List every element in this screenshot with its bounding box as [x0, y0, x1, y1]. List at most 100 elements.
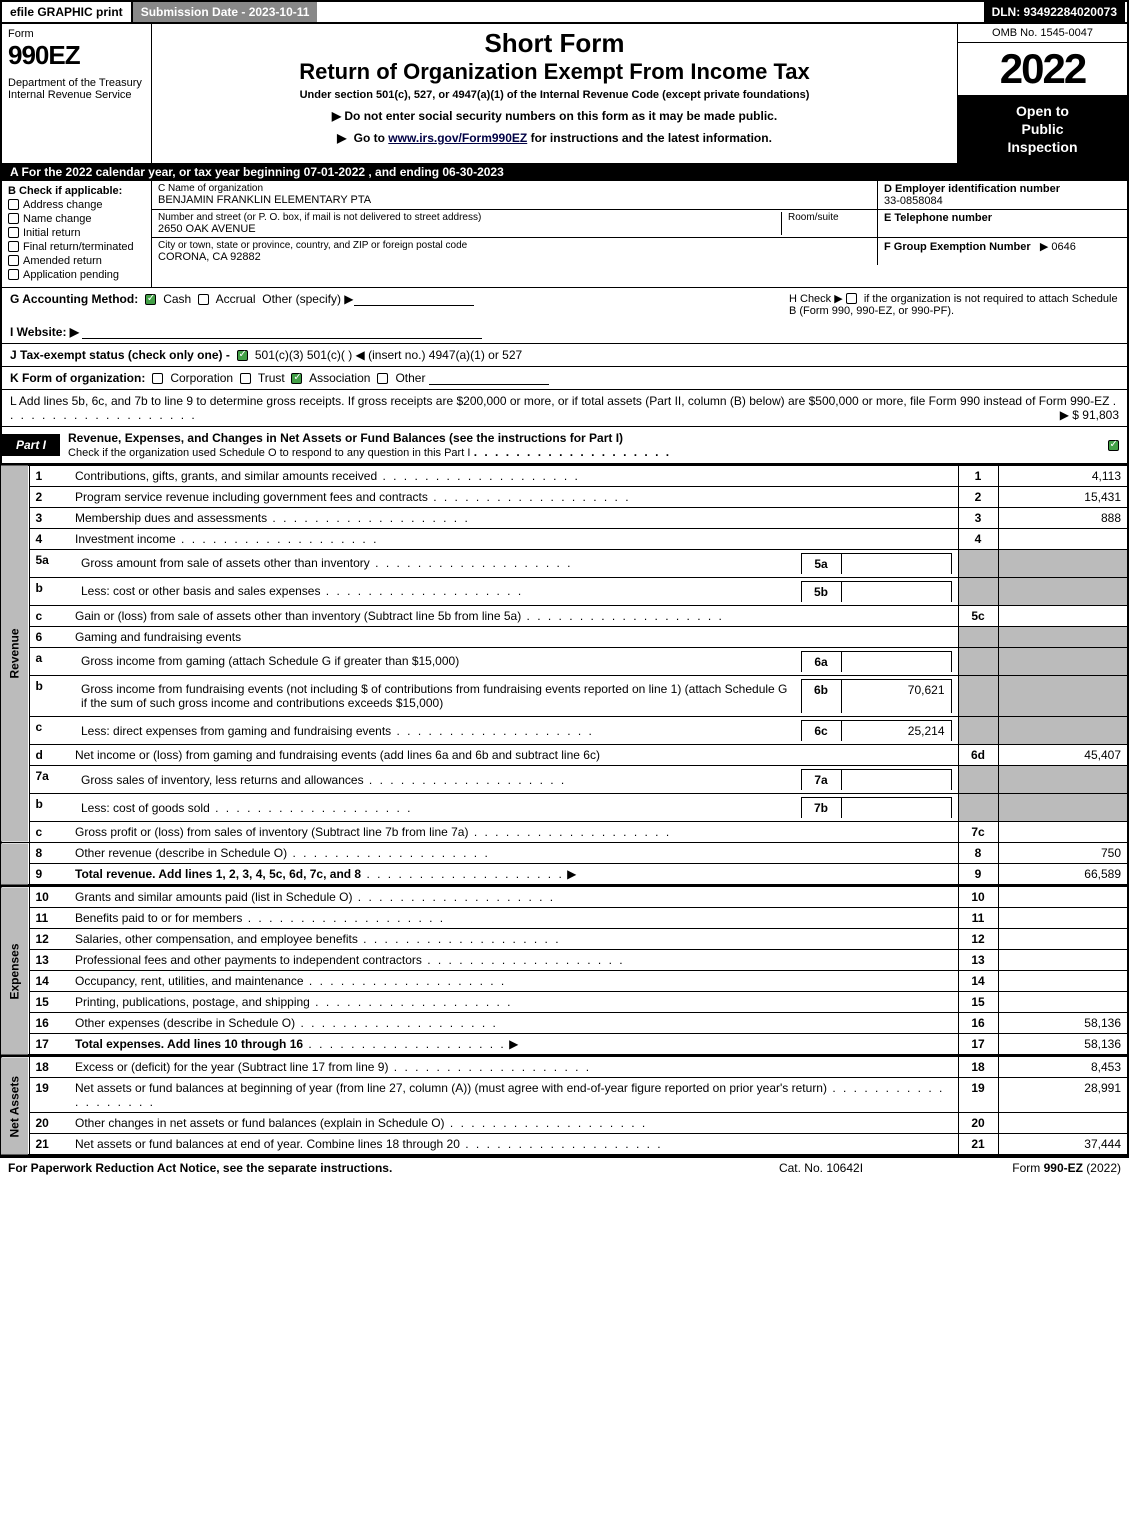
g-label: G Accounting Method:	[10, 292, 138, 306]
return-title: Return of Organization Exempt From Incom…	[162, 59, 947, 85]
ln17-amt: 58,136	[998, 1034, 1128, 1056]
ln7b-text: Less: cost of goods sold	[75, 798, 801, 819]
row-l: L Add lines 5b, 6c, and 7b to line 9 to …	[0, 389, 1129, 426]
ln6c-val: 25,214	[841, 721, 951, 742]
ln6b-val: 70,621	[841, 679, 951, 713]
chk-cash[interactable]	[145, 294, 156, 305]
top-bar: efile GRAPHIC print Submission Date - 20…	[0, 0, 1129, 24]
chk-other-org[interactable]	[377, 373, 388, 384]
ln20-text: Other changes in net assets or fund bala…	[69, 1113, 958, 1134]
chk-association[interactable]	[291, 373, 302, 384]
ln9-amt: 66,589	[998, 864, 1128, 886]
ln12-text: Salaries, other compensation, and employ…	[69, 929, 958, 950]
ln6-text: Gaming and fundraising events	[69, 626, 958, 647]
ln1-amt: 4,113	[998, 465, 1128, 486]
row-i: I Website: ▶	[0, 321, 1129, 343]
revenue-table: Revenue 1 Contributions, gifts, grants, …	[0, 465, 1129, 887]
header-right: OMB No. 1545-0047 2022 Open to Public In…	[957, 24, 1127, 163]
chk-application-pending[interactable]: Application pending	[8, 269, 145, 281]
ln11-text: Benefits paid to or for members	[69, 908, 958, 929]
ln6c-text: Less: direct expenses from gaming and fu…	[75, 721, 801, 742]
ln15-text: Printing, publications, postage, and shi…	[69, 992, 958, 1013]
l-amount: ▶ $ 91,803	[1060, 408, 1119, 422]
irs-link[interactable]: www.irs.gov/Form990EZ	[388, 131, 527, 145]
ln21-text: Net assets or fund balances at end of ye…	[69, 1134, 958, 1156]
topbar-spacer	[319, 2, 983, 22]
chk-address-change[interactable]: Address change	[8, 199, 145, 211]
ln18-text: Excess or (deficit) for the year (Subtra…	[69, 1057, 958, 1078]
ln2-text: Program service revenue including govern…	[69, 486, 958, 507]
f-value: ▶ 0646	[1040, 241, 1076, 253]
footer-center: Cat. No. 10642I	[721, 1161, 921, 1175]
ln3-text: Membership dues and assessments	[69, 507, 958, 528]
form-header: Form 990EZ Department of the Treasury In…	[0, 24, 1129, 163]
tax-year: 2022	[958, 43, 1127, 96]
ln7c-text: Gross profit or (loss) from sales of inv…	[69, 822, 958, 843]
ln9-text: Total revenue. Add lines 1, 2, 3, 4, 5c,…	[69, 864, 958, 886]
goto-note: Go to www.irs.gov/Form990EZ for instruct…	[162, 131, 947, 145]
chk-initial-return[interactable]: Initial return	[8, 227, 145, 239]
d-label: D Employer identification number	[884, 183, 1121, 195]
part1-title: Revenue, Expenses, and Changes in Net As…	[60, 427, 1103, 463]
form-word: Form	[8, 28, 145, 40]
ein-value: 33-0858084	[884, 195, 1121, 207]
chk-final-return[interactable]: Final return/terminated	[8, 241, 145, 253]
chk-name-change[interactable]: Name change	[8, 213, 145, 225]
footer-left: For Paperwork Reduction Act Notice, see …	[8, 1161, 721, 1175]
header-center: Short Form Return of Organization Exempt…	[152, 24, 957, 163]
footer-right: Form 990-EZ (2022)	[921, 1161, 1121, 1175]
org-name: BENJAMIN FRANKLIN ELEMENTARY PTA	[158, 194, 871, 206]
chk-corp[interactable]	[152, 373, 163, 384]
box-c-city: City or town, state or province, country…	[152, 238, 877, 265]
chk-accrual[interactable]	[198, 294, 209, 305]
part1-sub: Check if the organization used Schedule …	[68, 447, 470, 459]
g-other-blank	[354, 292, 474, 306]
ln4-text: Investment income	[69, 528, 958, 549]
l-text: L Add lines 5b, 6c, and 7b to line 9 to …	[10, 394, 1109, 408]
short-form-title: Short Form	[162, 28, 947, 59]
open-to-public: Open to Public Inspection	[958, 96, 1127, 163]
dept-label: Department of the Treasury Internal Reve…	[8, 77, 145, 101]
ln7a-text: Gross sales of inventory, less returns a…	[75, 770, 801, 791]
open-line1: Open to	[962, 102, 1123, 120]
form-number: 990EZ	[8, 40, 145, 71]
ln8-text: Other revenue (describe in Schedule O)	[69, 843, 958, 864]
chk-schedule-b[interactable]	[846, 293, 857, 304]
box-c-addr: Number and street (or P. O. box, if mail…	[152, 210, 877, 237]
box-cd: C Name of organization BENJAMIN FRANKLIN…	[152, 181, 1127, 287]
side-netassets: Net Assets	[1, 1057, 29, 1156]
city-state-zip: CORONA, CA 92882	[158, 251, 871, 263]
dln-label: DLN: 93492284020073	[984, 2, 1127, 22]
f-label: F Group Exemption Number	[884, 241, 1031, 253]
chk-amended-return[interactable]: Amended return	[8, 255, 145, 267]
ln1-num: 1	[29, 465, 69, 486]
section-a: A For the 2022 calendar year, or tax yea…	[0, 163, 1129, 181]
box-f: F Group Exemption Number ▶ 0646	[877, 238, 1127, 265]
h-text1: H Check ▶	[789, 293, 843, 305]
ln6a-text: Gross income from gaming (attach Schedul…	[75, 651, 801, 672]
part1-tab: Part I	[2, 434, 60, 456]
ln1-ln: 1	[958, 465, 998, 486]
ln8-amt: 750	[998, 843, 1128, 864]
ln10-text: Grants and similar amounts paid (list in…	[69, 887, 958, 908]
chk-trust[interactable]	[240, 373, 251, 384]
i-label: I Website: ▶	[10, 325, 79, 339]
box-e: E Telephone number	[877, 210, 1127, 237]
row-h: H Check ▶ if the organization is not req…	[789, 292, 1119, 317]
ln6b-text: Gross income from fundraising events (no…	[75, 679, 801, 713]
ln3-amt: 888	[998, 507, 1128, 528]
city-label: City or town, state or province, country…	[158, 240, 871, 251]
ln17-text: Total expenses. Add lines 10 through 16 …	[69, 1034, 958, 1056]
ln5a-text: Gross amount from sale of assets other t…	[75, 553, 801, 574]
expenses-table: Expenses 10 Grants and similar amounts p…	[0, 886, 1129, 1056]
ssn-note: ▶ Do not enter social security numbers o…	[162, 109, 947, 123]
chk-schedule-o[interactable]	[1108, 440, 1119, 451]
ln6d-text: Net income or (loss) from gaming and fun…	[69, 745, 958, 766]
box-d: D Employer identification number 33-0858…	[877, 181, 1127, 209]
k-label: K Form of organization:	[10, 371, 145, 385]
chk-501c3[interactable]	[237, 350, 248, 361]
dots-icon	[474, 445, 671, 459]
box-b-label: B Check if applicable:	[8, 185, 145, 197]
row-gh: G Accounting Method: Cash Accrual Other …	[0, 287, 1129, 321]
c-name-label: C Name of organization	[158, 183, 871, 194]
